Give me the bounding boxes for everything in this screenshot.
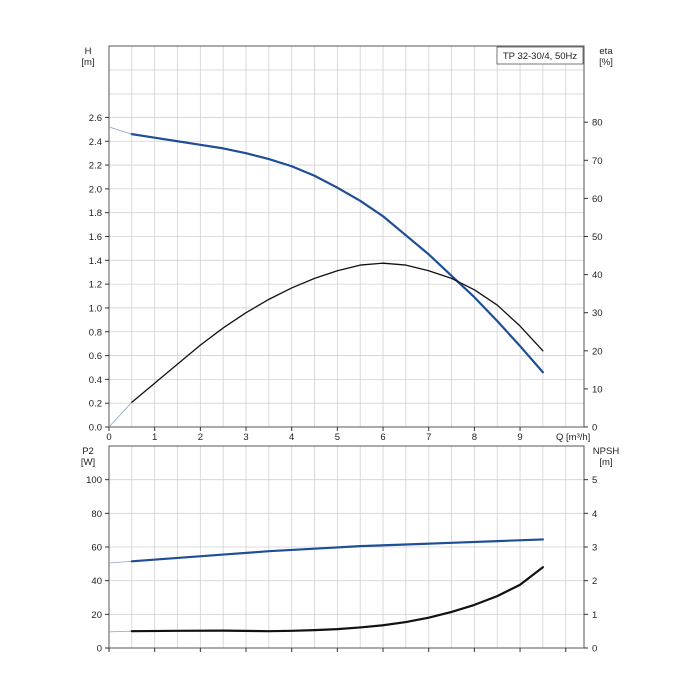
x-axis-tick-label: 9 <box>517 432 522 443</box>
right-axis-tick-label: 5 <box>592 475 597 486</box>
x-axis-tick-label: 7 <box>426 432 431 443</box>
right-axis-tick-label: 50 <box>592 232 603 243</box>
x-axis-tick-label: 1 <box>152 432 157 443</box>
right-axis-tick-label: 4 <box>592 509 597 520</box>
left-axis-tick-label: 0.6 <box>89 351 102 362</box>
x-axis-tick-label: 6 <box>380 432 385 443</box>
x-axis-tick-label: 3 <box>243 432 248 443</box>
left-axis-tick-label: 1.8 <box>89 208 102 219</box>
left-axis-title: P2 <box>82 446 94 457</box>
left-axis-tick-label: 2.6 <box>89 113 102 124</box>
series-1-line <box>130 566 544 633</box>
left-axis-tick-label: 40 <box>91 576 102 587</box>
left-axis-tick-label: 80 <box>91 509 102 520</box>
right-axis-tick-label: 40 <box>592 270 603 281</box>
right-axis-tick-label: 70 <box>592 156 603 167</box>
x-axis-tick-label: 5 <box>335 432 340 443</box>
chart-title: TP 32-30/4, 50Hz <box>503 51 578 62</box>
power-npsh-panel: 0 20 40 60 80 100 0 1 2 3 4 5 P2[W] NPSH[m] <box>81 445 620 655</box>
left-axis-tick-label: 0.2 <box>89 399 102 410</box>
left-axis-tick-label: 20 <box>91 610 102 621</box>
right-axis-tick-label: 2 <box>592 576 597 587</box>
series-0-line <box>130 538 544 563</box>
left-axis-tick-label: 60 <box>91 543 102 554</box>
left-axis-tick-label: 1.6 <box>89 232 102 243</box>
left-axis-tick-label: 0.8 <box>89 327 102 338</box>
left-axis-tick-label: 0.4 <box>89 375 102 386</box>
left-axis-unit: [W] <box>81 457 95 468</box>
right-axis-tick-label: 0 <box>592 644 597 655</box>
left-axis-tick-label: 2.0 <box>89 184 102 195</box>
right-axis-tick-label: 10 <box>592 384 603 395</box>
x-axis-tick-label: 8 <box>472 432 477 443</box>
left-axis-tick-label: 1.0 <box>89 303 102 314</box>
right-axis-tick-label: 20 <box>592 346 603 357</box>
left-axis-tick-label: 1.4 <box>89 256 102 267</box>
right-axis-tick-label: 60 <box>592 194 603 205</box>
series-1-line <box>131 262 544 403</box>
left-axis-tick-label: 0.0 <box>89 423 102 434</box>
right-axis-unit: [m] <box>599 457 612 468</box>
left-axis-tick-label: 2.2 <box>89 161 102 172</box>
series-0-extrapolation <box>108 126 132 135</box>
right-axis-unit: [%] <box>599 57 613 68</box>
right-axis-tick-label: 1 <box>592 610 597 621</box>
right-axis-tick-label: 0 <box>592 423 597 434</box>
left-axis-title: H <box>85 46 92 57</box>
title-box <box>496 46 584 65</box>
right-axis-tick-label: 80 <box>592 118 603 129</box>
right-axis-tick-label: 30 <box>592 308 603 319</box>
left-axis-unit: [m] <box>81 57 94 68</box>
x-axis-tick-label: 2 <box>198 432 203 443</box>
series-1-extrapolation <box>108 630 132 633</box>
head-efficiency-panel: 0.0 0.2 0.4 0.6 0.8 1.0 1.2 1.4 1.6 1.8 2.0 2.2 2.4 2… <box>81 45 613 443</box>
series-0-line <box>130 133 544 374</box>
left-axis-tick-label: 0 <box>97 644 102 655</box>
left-axis-tick-label: 2.4 <box>89 137 102 148</box>
left-axis-tick-label: 1.2 <box>89 280 102 291</box>
x-axis-tick-label: 0 <box>106 432 111 443</box>
right-axis-title: eta <box>599 46 613 57</box>
left-axis-tick-label: 100 <box>86 475 102 486</box>
x-axis-tick-label: 4 <box>289 432 294 443</box>
series-1-extrapolation <box>108 401 133 428</box>
x-axis-title: Q [m³/h] <box>556 432 590 443</box>
series-0-extrapolation <box>108 560 132 564</box>
right-axis-tick-label: 3 <box>592 543 597 554</box>
right-axis-title: NPSH <box>593 446 620 457</box>
